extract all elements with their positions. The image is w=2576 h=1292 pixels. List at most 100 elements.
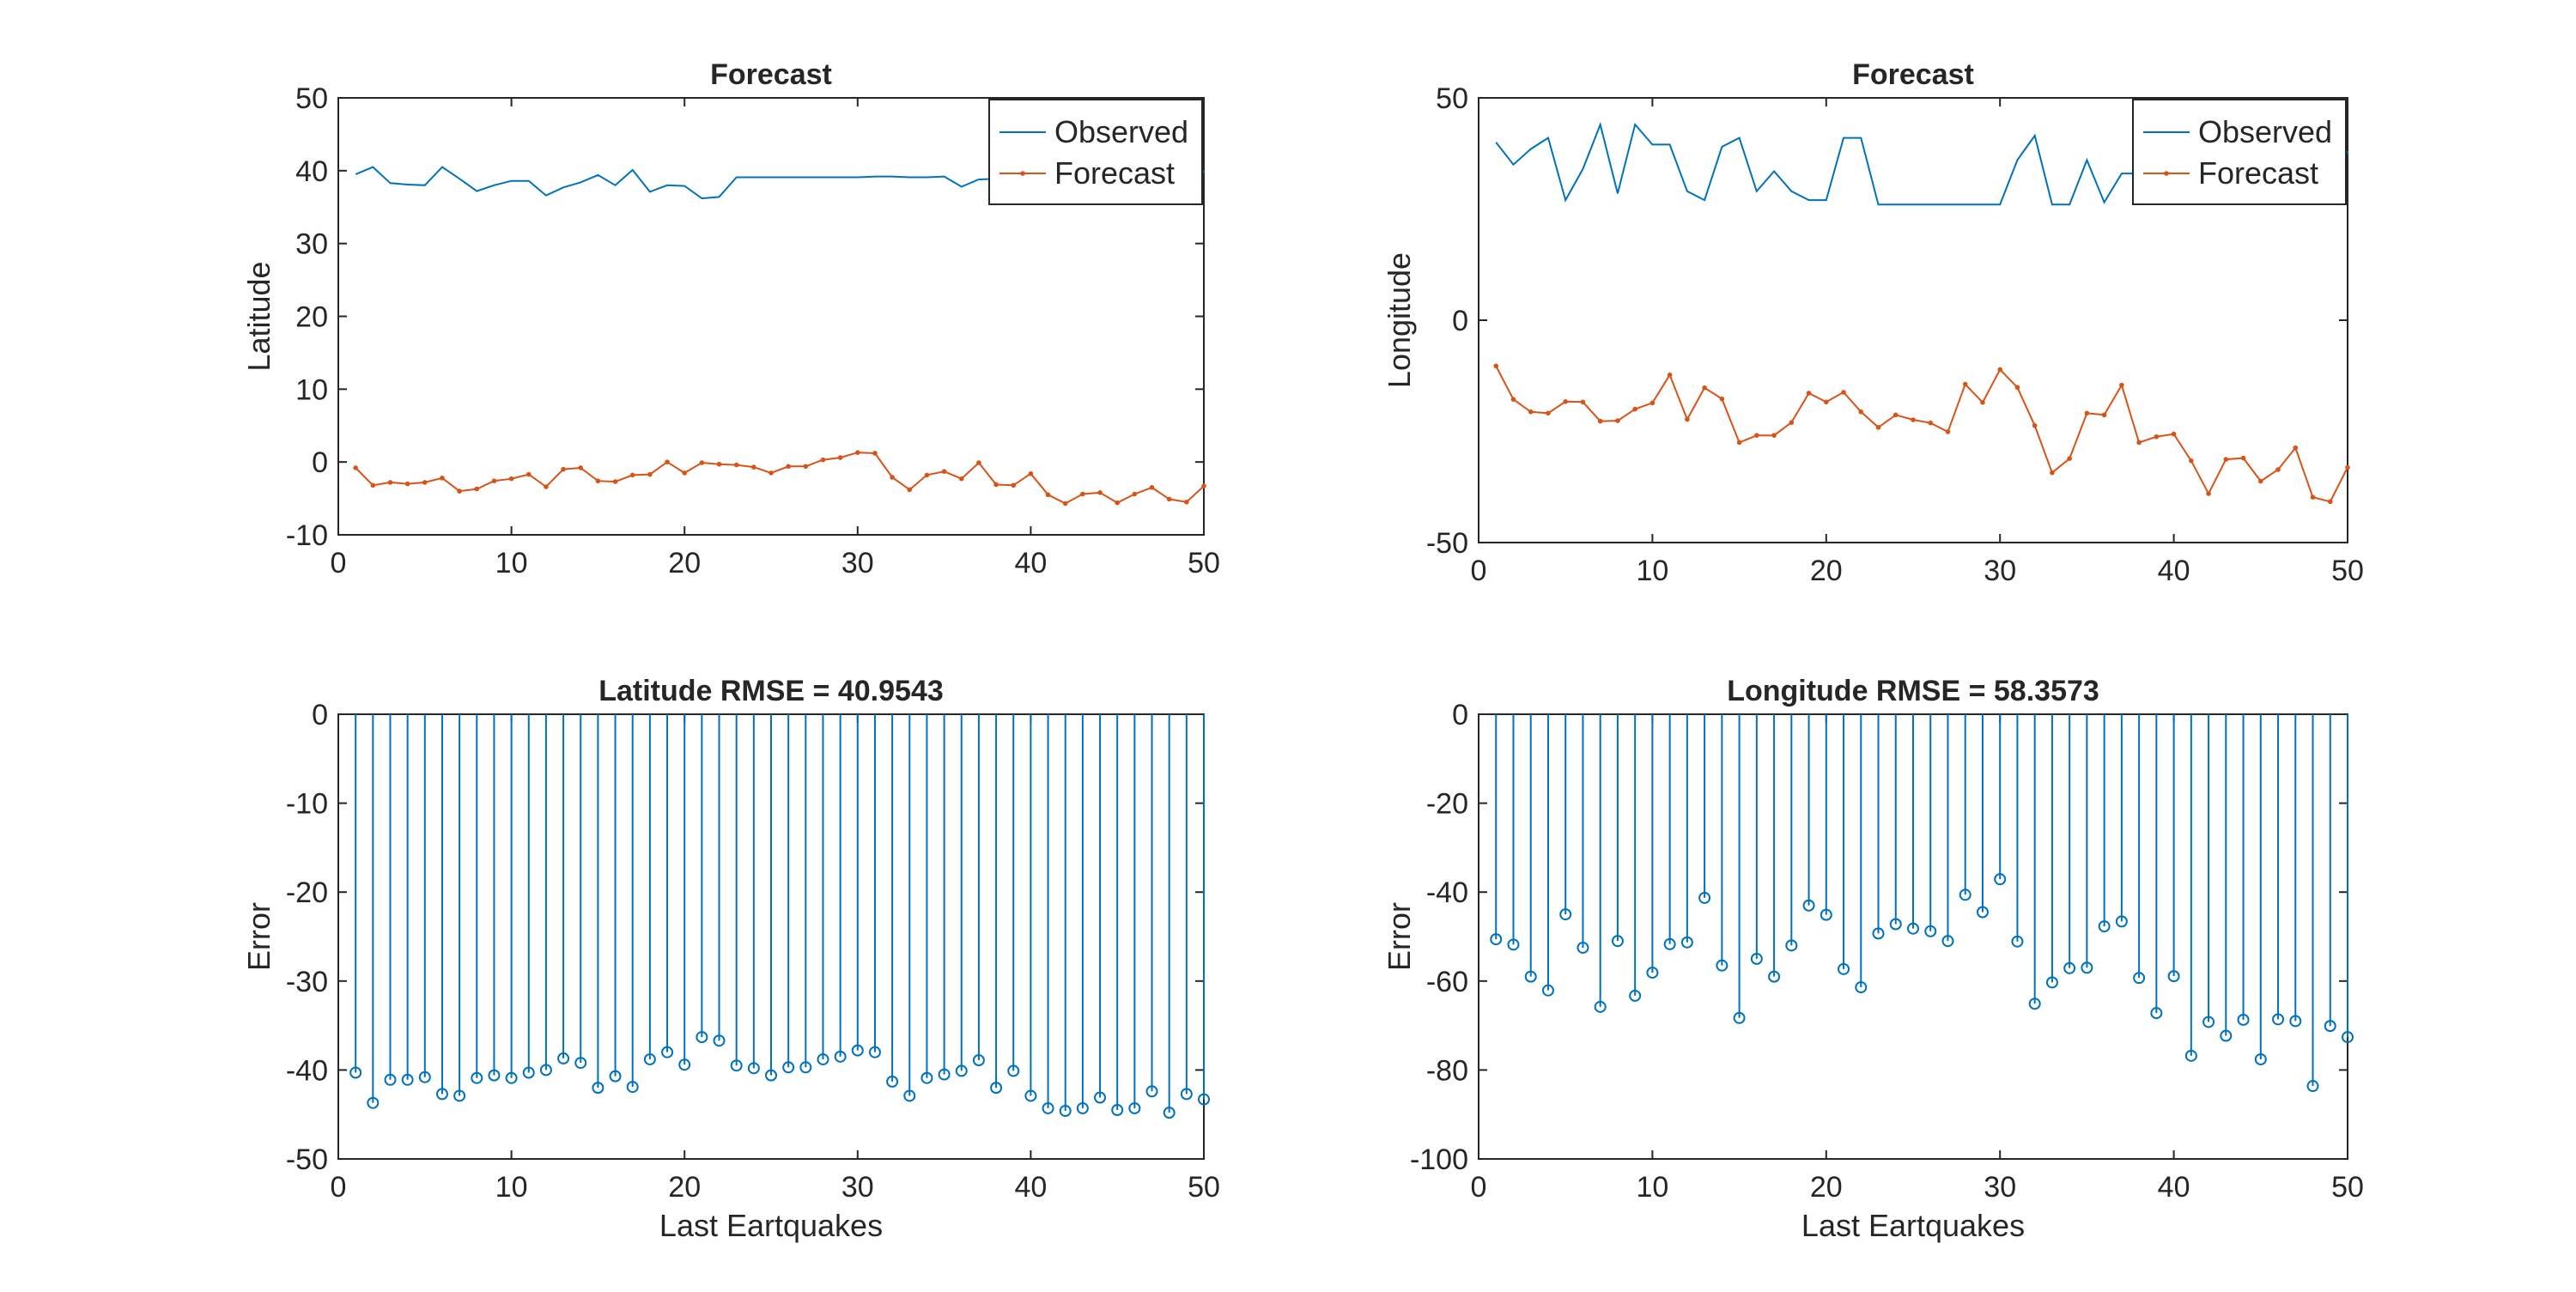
stem-marker bbox=[1128, 1101, 1141, 1114]
stem-marker bbox=[1941, 935, 1954, 948]
y-tick-label: 40 bbox=[295, 155, 328, 188]
data-point bbox=[1563, 398, 1568, 404]
stem-marker bbox=[1007, 1065, 1020, 1077]
data-point bbox=[2136, 440, 2142, 446]
stem-marker bbox=[1594, 1000, 1607, 1013]
stem-marker bbox=[435, 1088, 448, 1101]
stem-marker bbox=[2098, 920, 2111, 933]
x-tick-label: 0 bbox=[331, 547, 347, 579]
data-point bbox=[1493, 363, 1499, 369]
stem-marker bbox=[539, 1064, 552, 1077]
data-point bbox=[595, 478, 601, 484]
data-point bbox=[2101, 412, 2107, 418]
stem-marker bbox=[557, 1052, 570, 1065]
data-point bbox=[1667, 372, 1673, 378]
y-tick-label: 30 bbox=[295, 228, 328, 261]
stem-marker bbox=[2272, 1013, 2285, 1026]
y-tick-label: -20 bbox=[286, 876, 328, 909]
data-point bbox=[457, 488, 462, 494]
y-tick-label: 50 bbox=[1436, 82, 1468, 115]
data-point bbox=[872, 451, 878, 456]
stem-marker bbox=[990, 1082, 1003, 1095]
data-point bbox=[1080, 491, 1085, 497]
data-point bbox=[544, 484, 549, 489]
stem-marker bbox=[2254, 1052, 2267, 1065]
data-point bbox=[1632, 406, 1637, 412]
data-point bbox=[508, 476, 514, 482]
stem-marker bbox=[730, 1059, 743, 1072]
data-point bbox=[2119, 382, 2124, 388]
x-tick-label: 50 bbox=[1188, 547, 1220, 579]
data-point bbox=[1754, 433, 1759, 438]
y-axis-label: Longitude bbox=[1382, 252, 1417, 388]
stem-marker bbox=[1076, 1101, 1089, 1114]
latitude-error-panel: 0 10 20 30 40 50 -50 -40 -30 -20 -10 0 Latitude RMSE… bbox=[241, 675, 1220, 1243]
data-point bbox=[1597, 418, 1603, 424]
x-tick-label: 10 bbox=[495, 547, 528, 579]
data-point bbox=[1011, 482, 1017, 488]
data-point bbox=[629, 472, 635, 478]
x-tick-label: 10 bbox=[1636, 1171, 1668, 1204]
legend-box bbox=[988, 99, 1203, 205]
data-point bbox=[716, 461, 722, 467]
x-tick-label: 50 bbox=[2331, 1171, 2364, 1204]
y-tick-label: 20 bbox=[295, 301, 328, 334]
data-point bbox=[699, 460, 705, 465]
stem-marker bbox=[1959, 889, 1971, 901]
legend-box bbox=[2132, 99, 2347, 205]
data-point bbox=[1201, 483, 1206, 488]
y-tick-label: -100 bbox=[1410, 1143, 1468, 1176]
legend-marker bbox=[1020, 171, 1025, 176]
data-point bbox=[1789, 420, 1795, 425]
latitude-forecast-panel: 0 10 20 30 40 50-1001020304050ForecastLatitud… bbox=[241, 58, 1220, 579]
data-point bbox=[2154, 434, 2160, 440]
stem-marker bbox=[2133, 972, 2146, 985]
data-point bbox=[422, 480, 428, 485]
data-point bbox=[682, 470, 687, 476]
stem-marker bbox=[955, 1065, 968, 1077]
legend-entry: Forecast bbox=[2198, 155, 2318, 191]
y-tick-label: 0 bbox=[1452, 305, 1468, 337]
x-tick-label: 10 bbox=[495, 1171, 528, 1204]
data-point bbox=[387, 480, 393, 485]
data-point bbox=[2084, 410, 2090, 416]
x-tick-label: 40 bbox=[2158, 555, 2190, 587]
stem-marker bbox=[2115, 915, 2128, 928]
data-point bbox=[1685, 416, 1690, 422]
stem-marker bbox=[384, 1073, 397, 1086]
data-point bbox=[993, 482, 999, 488]
stem-marker bbox=[1872, 927, 1885, 940]
longitude-error-panel: 0 10 20 30 40 50 -100 -80 -60 -40 -20 0 Longitude RM… bbox=[1382, 675, 2364, 1243]
chart-title: Forecast bbox=[1852, 58, 1974, 91]
stem-marker bbox=[1180, 1088, 1193, 1101]
stem-marker bbox=[2342, 1031, 2354, 1044]
x-tick-label: 20 bbox=[668, 1171, 701, 1204]
stem-marker bbox=[678, 1058, 691, 1071]
stem-marker bbox=[1577, 941, 1589, 954]
stem-marker bbox=[1541, 984, 1554, 997]
stem-marker bbox=[903, 1089, 916, 1102]
data-point bbox=[2258, 478, 2263, 484]
stem-marker bbox=[488, 1069, 501, 1082]
chart-title: Forecast bbox=[710, 58, 832, 91]
stem-marker bbox=[2045, 976, 2058, 989]
stem-marker bbox=[1646, 966, 1659, 979]
stem-marker bbox=[2324, 1020, 2336, 1033]
x-tick-label: 50 bbox=[2331, 555, 2364, 587]
stem-marker bbox=[1802, 899, 1815, 912]
stem-marker bbox=[938, 1068, 951, 1081]
data-point bbox=[1062, 500, 1068, 506]
stem-marker bbox=[765, 1069, 777, 1082]
legend-entry: Observed bbox=[1054, 114, 1188, 149]
x-tick-label: 30 bbox=[841, 1171, 874, 1204]
stem-marker bbox=[574, 1057, 587, 1070]
data-point bbox=[561, 466, 566, 472]
x-tick-label: 40 bbox=[1014, 1171, 1047, 1204]
data-point bbox=[1510, 397, 1516, 403]
data-point bbox=[1980, 400, 1985, 405]
y-axis-label: Error bbox=[1382, 902, 1417, 971]
stem-marker bbox=[1907, 922, 1919, 935]
x-tick-label: 30 bbox=[1984, 555, 2016, 587]
data-point bbox=[1962, 381, 1968, 387]
data-point bbox=[1824, 399, 1829, 405]
